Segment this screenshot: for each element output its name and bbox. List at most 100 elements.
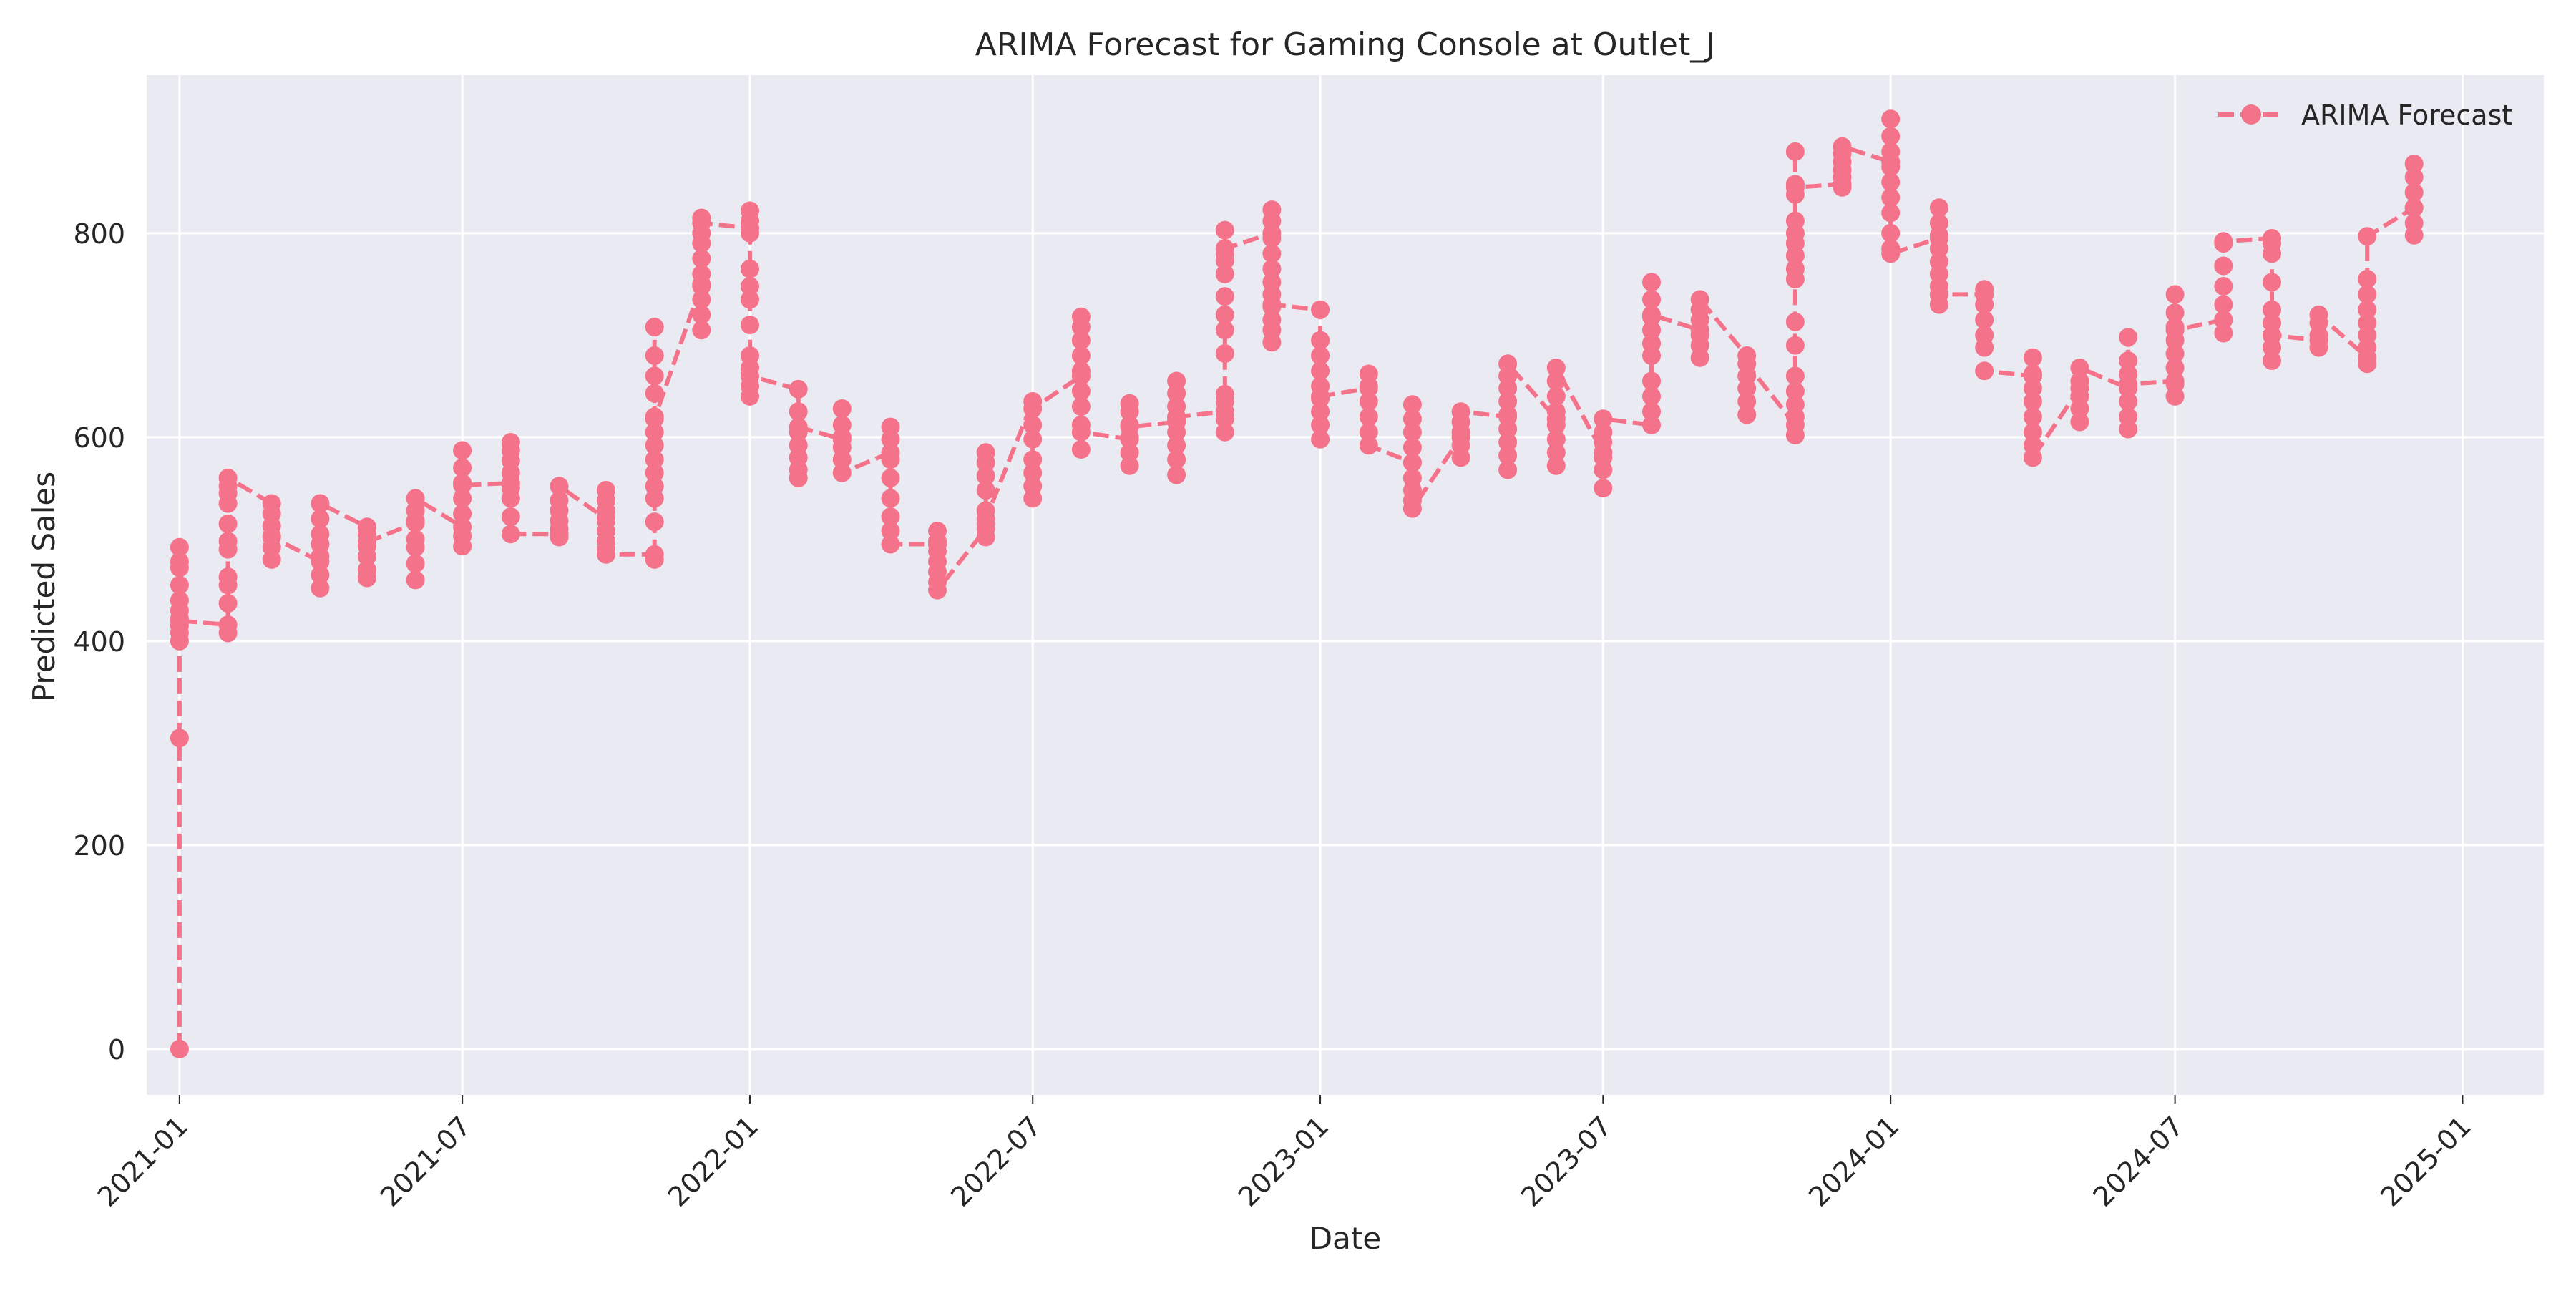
data-point xyxy=(1881,142,1901,161)
data-point xyxy=(2165,303,2185,322)
data-point xyxy=(1929,198,1948,218)
data-point xyxy=(1311,429,1330,449)
data-point xyxy=(2404,155,2424,173)
data-point xyxy=(311,565,330,585)
data-point xyxy=(1881,172,1901,192)
data-point xyxy=(976,481,995,500)
data-point xyxy=(2023,422,2042,442)
data-point xyxy=(2358,227,2377,246)
data-point xyxy=(1402,499,1422,518)
data-point xyxy=(789,417,808,437)
data-point xyxy=(976,509,995,528)
data-point xyxy=(2070,386,2089,406)
data-point xyxy=(1546,371,1566,391)
data-point xyxy=(1642,371,1661,391)
data-point xyxy=(645,346,664,365)
data-point xyxy=(645,512,664,532)
data-point xyxy=(976,443,995,462)
data-point xyxy=(1359,407,1378,427)
data-point xyxy=(1642,273,1661,292)
data-point xyxy=(2214,295,2233,314)
data-point xyxy=(2070,412,2089,432)
data-point xyxy=(789,379,808,399)
data-point xyxy=(1785,211,1805,230)
data-point xyxy=(501,525,520,544)
data-point xyxy=(1311,361,1330,381)
data-point xyxy=(1215,264,1234,283)
data-point xyxy=(1975,295,1994,314)
data-point xyxy=(1359,392,1378,411)
y-tick-label: 600 xyxy=(73,422,125,454)
data-point xyxy=(1785,259,1805,278)
data-point xyxy=(2023,364,2042,384)
data-point xyxy=(832,463,852,482)
data-point xyxy=(1215,321,1234,340)
data-point xyxy=(1690,326,1709,345)
data-point xyxy=(170,537,189,557)
data-point xyxy=(1071,307,1091,326)
legend-label: ARIMA Forecast xyxy=(2301,99,2512,131)
data-point xyxy=(976,527,995,547)
data-point xyxy=(406,489,425,508)
data-point xyxy=(1498,354,1518,374)
data-point xyxy=(1167,436,1186,455)
data-point xyxy=(1881,127,1901,146)
data-point xyxy=(2119,351,2138,370)
data-point xyxy=(1451,436,1470,455)
data-point xyxy=(2165,359,2185,377)
data-point xyxy=(741,223,759,243)
data-point xyxy=(881,535,900,554)
data-point xyxy=(311,525,330,544)
data-point xyxy=(1975,280,1994,299)
data-point xyxy=(1546,402,1566,422)
grid-lines xyxy=(147,75,2544,1095)
data-point xyxy=(1023,429,1043,449)
data-point xyxy=(976,467,995,485)
data-point xyxy=(789,468,808,487)
data-point xyxy=(218,515,238,533)
data-point xyxy=(1785,142,1805,161)
data-point xyxy=(1498,446,1518,465)
data-point xyxy=(2023,348,2042,367)
data-point xyxy=(1642,290,1661,309)
data-point xyxy=(2358,313,2377,333)
data-point xyxy=(741,277,759,296)
data-point xyxy=(1311,346,1330,365)
data-point xyxy=(645,550,664,569)
data-point xyxy=(645,422,664,442)
data-point xyxy=(2263,244,2281,263)
data-point xyxy=(2358,270,2377,288)
data-point xyxy=(1881,157,1901,177)
data-point xyxy=(1642,415,1661,434)
data-point xyxy=(550,491,569,510)
data-point xyxy=(692,290,711,309)
data-point xyxy=(453,475,472,495)
data-point xyxy=(1120,417,1139,437)
data-point xyxy=(1546,456,1566,475)
data-point xyxy=(2119,374,2138,394)
data-point xyxy=(1881,188,1901,207)
data-point xyxy=(2165,374,2185,394)
data-point xyxy=(597,545,615,564)
data-point xyxy=(1071,440,1091,459)
data-point xyxy=(881,522,900,540)
data-point xyxy=(1833,137,1852,156)
data-point xyxy=(2070,359,2089,377)
data-point xyxy=(1881,223,1901,243)
data-point xyxy=(453,504,472,523)
data-point xyxy=(1402,453,1422,472)
data-point xyxy=(881,429,900,449)
data-point xyxy=(2165,285,2185,304)
data-point xyxy=(1023,399,1043,418)
data-point xyxy=(2214,277,2233,296)
y-axis-label: Predicted Sales xyxy=(26,472,62,702)
data-point xyxy=(550,477,569,496)
chart-title: ARIMA Forecast for Gaming Console at Out… xyxy=(975,26,1715,63)
data-point xyxy=(2214,232,2233,251)
data-point xyxy=(1071,361,1091,381)
data-point xyxy=(741,259,759,278)
data-point xyxy=(1785,366,1805,386)
data-point xyxy=(1311,415,1330,434)
data-point xyxy=(2023,448,2042,467)
